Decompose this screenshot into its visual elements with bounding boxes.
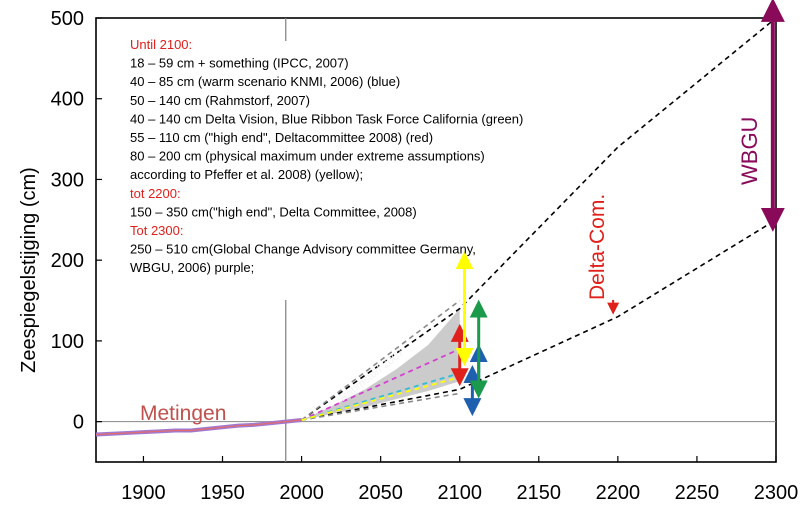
y-tick-label: 0	[73, 412, 84, 434]
note-line: Tot 2300:	[130, 223, 184, 238]
note-line: 150 – 350 cm("high end", Delta Committee…	[130, 204, 417, 219]
projection-line	[301, 299, 461, 421]
note-line: WBGU, 2006) purple;	[130, 260, 254, 275]
y-tick-label: 400	[51, 89, 84, 111]
y-tick-label: 100	[51, 331, 84, 353]
x-tick-label: 2300	[754, 482, 799, 504]
note-line: 250 – 510 cm(Global Change Advisory comm…	[130, 242, 476, 257]
x-tick-label: 2000	[279, 482, 324, 504]
x-tick-label: 2100	[437, 482, 482, 504]
note-line: Until 2100:	[130, 37, 192, 52]
measured-line-overlay	[95, 419, 302, 436]
x-tick-label: 2200	[596, 482, 641, 504]
notes-block: Until 2100: 18 – 59 cm + something (IPCC,…	[130, 37, 523, 275]
delta-com-label: Delta-Com.	[586, 194, 609, 300]
projection-line	[301, 17, 777, 421]
projection-line	[301, 348, 461, 421]
y-axis-label: Zeespiegelstijging (cm)	[18, 167, 40, 373]
projection-line	[301, 219, 777, 421]
note-line: tot 2200:	[130, 186, 181, 201]
metingen-label: Metingen	[140, 402, 226, 425]
note-line: 55 – 110 cm ("high end", Deltacommittee …	[130, 130, 433, 145]
rahmstorf-band-area	[301, 308, 460, 421]
plot-border	[95, 17, 777, 463]
y-tick-label: 300	[51, 169, 84, 191]
axis-ticks: 1900 1950 2000 2050 2100 2150 2200 2250 2300 0 100…	[51, 8, 799, 504]
note-line: according to Pfeffer et al. 2008) (yello…	[130, 167, 363, 182]
note-line: 50 – 140 cm (Rahmstorf, 2007)	[130, 93, 310, 108]
projection-lines	[301, 17, 777, 421]
y-tick-label: 500	[51, 8, 84, 30]
note-line: 18 – 59 cm + something (IPCC, 2007)	[130, 56, 349, 71]
plot-frame	[95, 17, 777, 463]
y-tick-label: 200	[51, 250, 84, 272]
x-tick-label: 2150	[517, 482, 562, 504]
note-line: 80 – 200 cm (physical maximum under extr…	[130, 149, 485, 164]
x-tick-label: 2250	[675, 482, 720, 504]
x-tick-label: 1900	[121, 482, 166, 504]
measured-series	[95, 418, 302, 437]
projection-line	[301, 376, 460, 421]
x-tick-label: 2050	[358, 482, 403, 504]
range-arrows	[450, 0, 785, 417]
x-tick-label: 1950	[200, 482, 245, 504]
rahmstorf-band	[301, 308, 460, 421]
wbgu-label: WBGU	[737, 117, 762, 185]
note-line: 40 – 140 cm Delta Vision, Blue Ribbon Ta…	[130, 111, 523, 126]
note-line: 40 – 85 cm (warm scenario KNMI, 2006) (b…	[130, 74, 400, 89]
